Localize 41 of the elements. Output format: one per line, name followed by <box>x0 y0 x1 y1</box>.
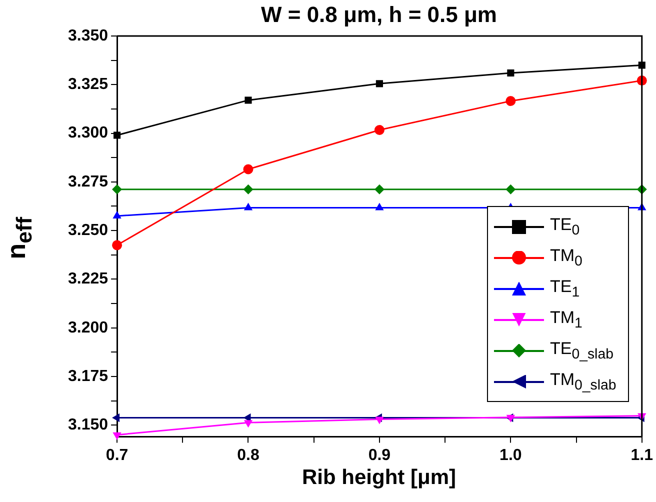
x-tick-label: 1.1 <box>630 446 654 464</box>
point <box>375 202 384 210</box>
legend-label: TE$_{0}$ <box>550 214 580 238</box>
point <box>506 96 516 106</box>
legend-label: TM$_{0_slab}$ <box>550 370 616 394</box>
legend-label: TE$_{0_slab}$ <box>550 338 614 362</box>
point <box>244 202 253 210</box>
point <box>374 124 384 135</box>
x-tick-label: 1.0 <box>500 446 522 464</box>
y-tick-label: 3.300 <box>68 124 108 142</box>
point <box>243 184 254 194</box>
y-tick-label: 3.350 <box>68 27 108 44</box>
y-tick-label: 3.200 <box>68 319 108 336</box>
legend-label: TE$_{1}$ <box>550 276 580 300</box>
point <box>375 416 384 424</box>
x-tick-label: 0.7 <box>106 446 128 464</box>
x-axis-title: Rib height [μm] <box>301 466 457 490</box>
legend-label: TM$_{1}$ <box>550 308 582 332</box>
chart-title: W = 0.8 μm, h = 0.5 μm <box>260 2 498 28</box>
point <box>374 184 384 194</box>
point <box>112 432 122 440</box>
y-tick-label: 3.225 <box>68 270 108 288</box>
point <box>112 210 122 218</box>
x-tick-label: 0.8 <box>237 446 260 464</box>
y-tick-label: 3.175 <box>68 368 108 385</box>
y-tick-label: 3.150 <box>68 416 108 434</box>
y-tick-label: 3.325 <box>68 76 108 94</box>
point <box>507 69 514 77</box>
legend-label: TM$_{0}$ <box>550 246 582 270</box>
point <box>506 184 516 194</box>
x-tick-label: 0.9 <box>368 446 391 464</box>
point <box>243 164 254 174</box>
point <box>112 413 120 422</box>
point <box>376 80 383 88</box>
point <box>244 420 253 428</box>
point <box>112 184 122 194</box>
point <box>112 240 122 250</box>
y-tick-label: 3.275 <box>68 173 108 190</box>
point <box>114 132 121 139</box>
point <box>244 96 252 104</box>
y-tick-label: 3.250 <box>68 222 108 239</box>
